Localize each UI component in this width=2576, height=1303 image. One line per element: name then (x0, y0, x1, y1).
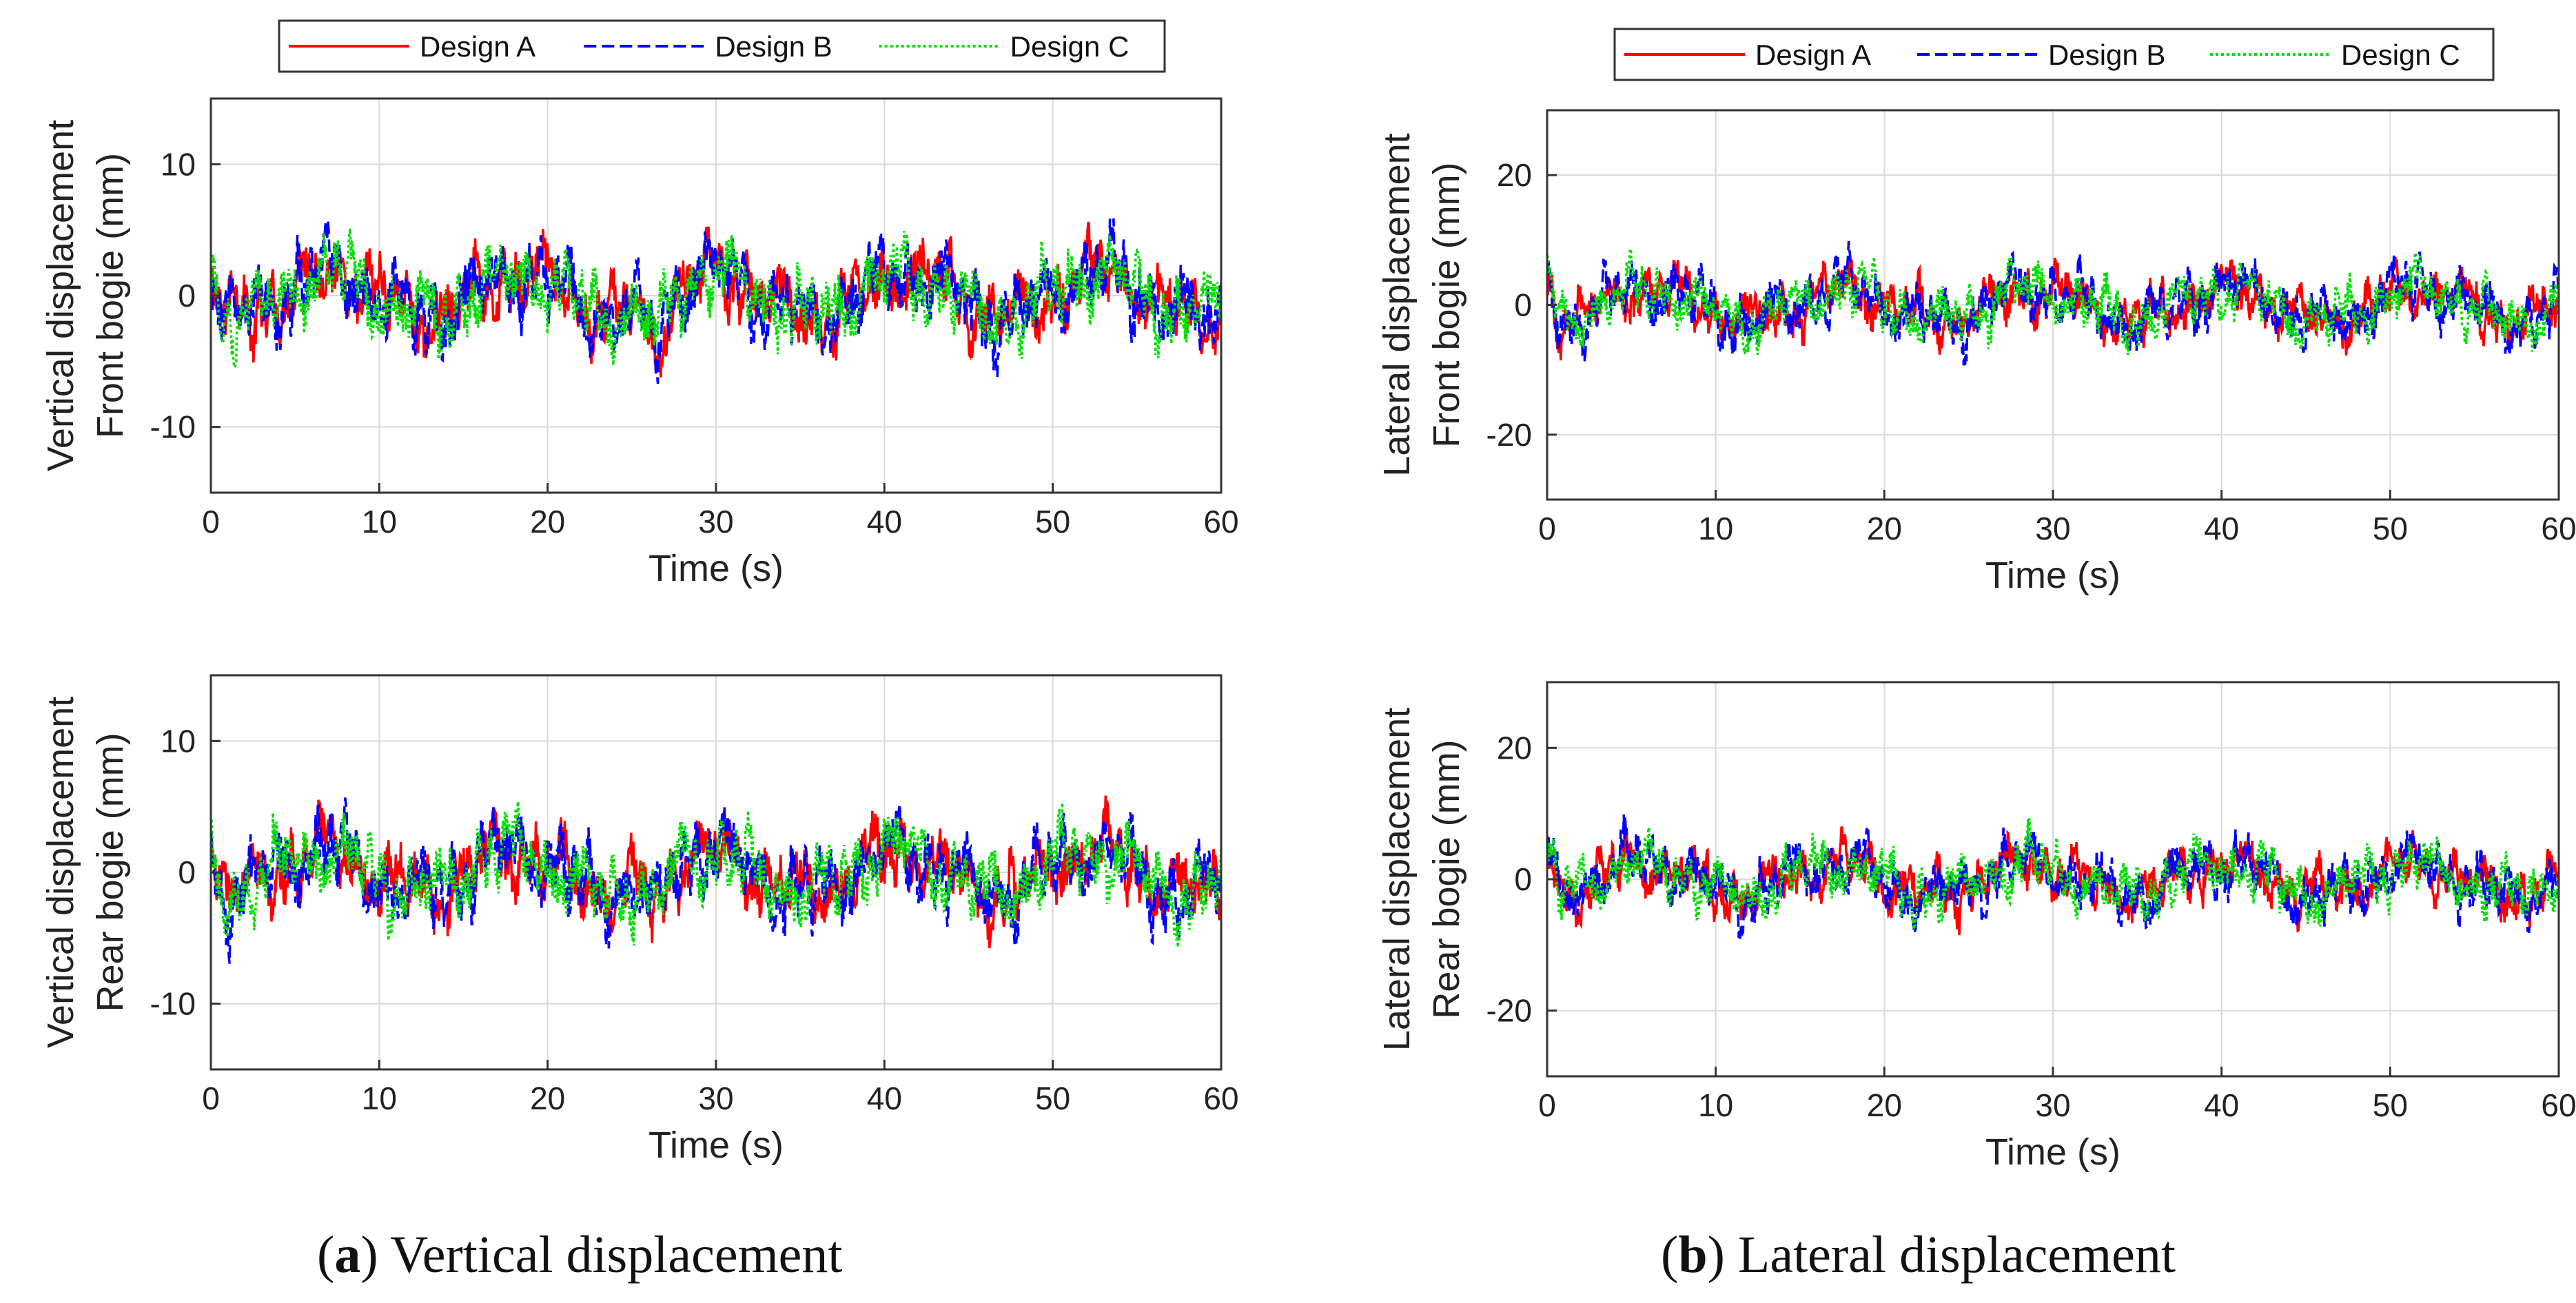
y-axis-label-line1: Vertical displacement (40, 697, 81, 1048)
y-tick-label: 0 (1514, 287, 1532, 323)
x-tick-label: 60 (1203, 504, 1238, 540)
series-line-design-c (211, 801, 1221, 947)
y-axis-label-line2: Rear bogie (mm) (90, 732, 131, 1012)
x-tick-label: 0 (1538, 511, 1556, 546)
x-axis-label: Time (s) (1985, 555, 2120, 596)
x-tick-label: 20 (530, 1080, 565, 1116)
x-tick-label: 10 (1698, 1087, 1733, 1123)
series-line-design-b (211, 218, 1221, 384)
y-tick-label: -20 (1486, 993, 1532, 1029)
caption-b: (b) Lateral displacement (1661, 1226, 2176, 1284)
legend: Design A Design B Design C (278, 19, 1166, 73)
x-tick-label: 30 (698, 1080, 733, 1116)
x-tick-label: 60 (2541, 511, 2576, 546)
x-tick-label: 60 (2541, 1087, 2576, 1123)
y-axis-label-line2: Rear bogie (mm) (1426, 739, 1467, 1018)
legend-label: Design B (715, 30, 832, 63)
x-tick-label: 40 (2204, 1087, 2239, 1123)
x-tick-label: 50 (1035, 504, 1070, 540)
y-tick-label: 10 (161, 723, 196, 759)
caption-b-label: b (1678, 1226, 1708, 1284)
y-tick-label: 0 (178, 854, 196, 890)
y-tick-label: -20 (1486, 417, 1532, 453)
series-line-design-b (1547, 814, 2559, 939)
x-tick-label: 40 (867, 1080, 902, 1116)
x-tick-label: 30 (2035, 511, 2070, 546)
y-tick-label: 0 (178, 278, 196, 314)
x-tick-label: 50 (2373, 511, 2408, 546)
chart-panel-b-top: 0 10 20 30 40 50 60 -20 0 20 Time (s) Lateral displ… (1376, 28, 2576, 596)
chart-panel-a-top: 0 10 20 30 40 50 60 -10 0 10 Time (s) Vertical disp… (40, 19, 1239, 589)
y-tick-label: 20 (1497, 157, 1532, 193)
y-axis-label-line2: Front bogie (mm) (90, 153, 131, 438)
x-tick-label: 20 (1867, 1087, 1902, 1123)
y-tick-label: -10 (150, 409, 196, 445)
legend-label: Design B (2048, 39, 2165, 71)
caption-a-label: a (334, 1226, 361, 1284)
x-axis-label: Time (s) (1985, 1131, 2120, 1173)
y-axis-label-line1: Lateral displacement (1376, 133, 1418, 476)
legend-label: Design C (1010, 30, 1129, 63)
x-tick-label: 10 (362, 504, 397, 540)
y-axis-label-line1: Lateral displacement (1376, 708, 1418, 1051)
caption-a: (a) Vertical displacement (317, 1226, 843, 1284)
chart-panel-b-bottom: 0 10 20 30 40 50 60 -20 0 20 Time (s) Lateral displ… (1376, 681, 2576, 1173)
series-line-design-c (1547, 245, 2559, 356)
legend-box (278, 19, 1166, 73)
series-line-design-c (211, 228, 1221, 371)
x-tick-label: 20 (530, 504, 565, 540)
y-tick-label: -10 (150, 986, 196, 1022)
x-tick-label: 50 (2373, 1087, 2408, 1123)
x-tick-label: 30 (2035, 1087, 2070, 1123)
x-tick-label: 60 (1203, 1080, 1238, 1116)
y-tick-label: 0 (1514, 861, 1532, 897)
caption-a-text: Vertical displacement (390, 1226, 843, 1284)
series-line-design-c (1547, 818, 2559, 930)
x-tick-label: 40 (2204, 511, 2239, 546)
x-tick-label: 40 (867, 504, 902, 540)
y-axis-label-line1: Vertical displacement (40, 120, 81, 471)
legend: Design A Design B Design C (1613, 28, 2495, 81)
y-tick-label: 10 (161, 146, 196, 182)
x-tick-label: 10 (1698, 511, 1733, 546)
legend-label: Design A (1755, 39, 1871, 71)
x-tick-label: 0 (202, 504, 220, 540)
x-tick-label: 0 (1538, 1087, 1556, 1123)
y-tick-label: 20 (1497, 730, 1532, 766)
legend-label: Design C (2341, 39, 2460, 71)
x-tick-label: 30 (698, 504, 733, 540)
y-axis-label-line2: Front bogie (mm) (1426, 162, 1467, 447)
chart-panel-a-bottom: 0 10 20 30 40 50 60 -10 0 10 Time (s) Vertical disp… (40, 674, 1239, 1166)
x-tick-label: 10 (362, 1080, 397, 1116)
legend-box (1613, 28, 2495, 81)
legend-label: Design A (420, 30, 535, 63)
caption-b-text: Lateral displacement (1737, 1226, 2176, 1284)
x-tick-label: 0 (202, 1080, 220, 1116)
x-tick-label: 20 (1867, 511, 1902, 546)
x-axis-label: Time (s) (648, 1125, 784, 1166)
x-tick-label: 50 (1035, 1080, 1070, 1116)
x-axis-label: Time (s) (648, 548, 784, 589)
